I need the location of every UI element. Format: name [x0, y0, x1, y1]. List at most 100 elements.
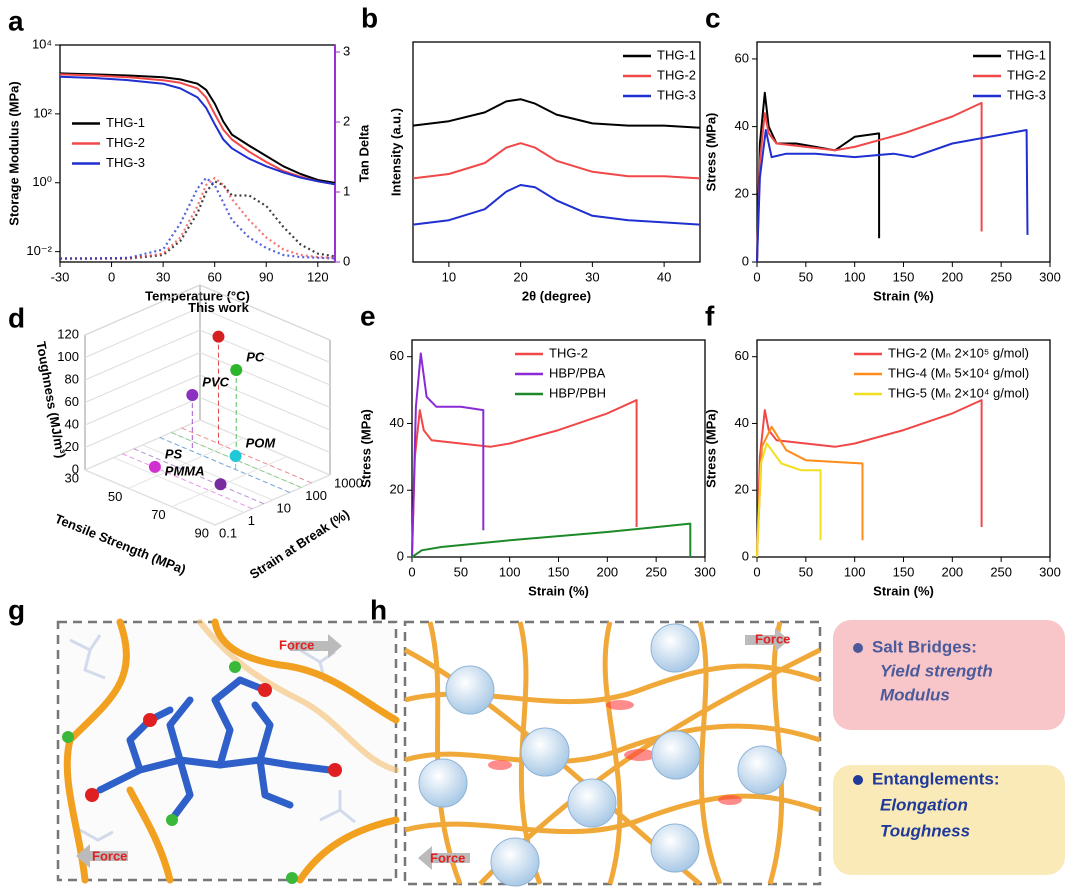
y-axis-title: Stress (MPa) — [703, 409, 718, 488]
legend-label: THG-3 — [106, 155, 145, 170]
box-line: Yield strength — [880, 661, 993, 680]
info-box — [833, 765, 1065, 875]
panel-label: a — [8, 5, 24, 36]
y-axis-title: Storage Modulus (MPa) — [6, 81, 21, 225]
legend-label: THG-2 — [106, 135, 145, 150]
y-tick-label: 1 — [248, 513, 255, 528]
grid-line — [199, 397, 331, 453]
tan-delta-line — [60, 180, 336, 260]
panel-label: b — [361, 2, 378, 33]
x-axis-title: Strain (%) — [528, 583, 589, 598]
tan-delta-line — [60, 176, 336, 260]
legend-label: HBP/PBH — [549, 385, 606, 400]
force-arrow — [76, 844, 128, 868]
y-tick-label: 40 — [735, 118, 749, 133]
x-tick-label: 250 — [990, 269, 1012, 284]
grid-line — [84, 329, 201, 381]
panel-label: h — [370, 594, 387, 625]
y-tick-label: 40 — [735, 415, 749, 430]
x-tick-label: 100 — [499, 564, 521, 579]
y-tick-label: 40 — [390, 415, 404, 430]
box-line: Toughness — [880, 821, 970, 840]
background-molecules — [69, 634, 356, 842]
series-line — [412, 184, 701, 226]
x-axis-title: Tensile Strength (MPa) — [53, 511, 188, 577]
series-line — [411, 399, 638, 558]
z-tick-label: 40 — [65, 416, 79, 431]
x-tick-label: 0 — [408, 564, 415, 579]
panel-label: c — [705, 2, 721, 33]
x-tick-label: 250 — [645, 564, 667, 579]
hbp-spheres — [418, 623, 787, 887]
series-line — [59, 73, 336, 186]
y-tick-label: 0.1 — [219, 525, 237, 540]
series-line — [412, 98, 701, 129]
y-axis-title: Stress (MPa) — [358, 409, 373, 488]
series-line — [411, 522, 692, 558]
y2-tick-label: 2 — [343, 113, 350, 128]
x-tick-label: 50 — [108, 489, 122, 504]
y2-tick-label: 1 — [343, 183, 350, 198]
force-label: Force — [92, 848, 127, 863]
series-line — [756, 442, 822, 558]
y-tick-label: 60 — [735, 348, 749, 363]
x-tick-label: 30 — [156, 269, 170, 284]
h-bonds — [62, 661, 298, 884]
diagram-h: h Force Force Salt Bridges: Yield streng… — [370, 594, 1065, 887]
x-tick-label: 50 — [799, 269, 813, 284]
series-line — [412, 142, 701, 180]
grid-line — [84, 469, 216, 526]
panel-label: f — [705, 300, 715, 331]
point-label: PVC — [202, 374, 229, 389]
legend-label: THG-1 — [106, 115, 145, 130]
box-title: Entanglements: — [872, 769, 1000, 788]
legend-label: THG-1 — [657, 47, 696, 62]
point — [212, 330, 225, 343]
chains — [63, 618, 400, 884]
legend-label: THG-4 (Mₙ 5×10⁴ g/mol) — [888, 365, 1029, 380]
grid-line — [113, 457, 244, 513]
grid-line — [142, 444, 273, 501]
point-label: PS — [165, 446, 183, 461]
x-tick-label: 90 — [259, 269, 273, 284]
x-tick-label: 200 — [596, 564, 618, 579]
z-tick-label: 120 — [57, 326, 79, 341]
x-tick-label: 30 — [585, 269, 599, 284]
y-tick-label: 10⁻² — [26, 243, 52, 258]
y-tick-label: 10² — [33, 105, 52, 120]
panel-label: g — [8, 594, 25, 625]
y-tick-label: 1000 — [334, 475, 363, 490]
point-label: This work — [188, 300, 249, 315]
y-axis-title: Strain at Break (%) — [247, 506, 352, 582]
panel-label: d — [8, 302, 25, 333]
x-tick-label: -30 — [51, 269, 70, 284]
grid-line — [199, 284, 331, 341]
legend-label: THG-5 (Mₙ 2×10⁴ g/mol) — [888, 385, 1029, 400]
grid-line — [84, 374, 201, 426]
legend-label: THG-3 — [657, 87, 696, 102]
grid-line — [199, 307, 331, 363]
x-axis-title: Strain (%) — [873, 288, 934, 303]
point — [186, 388, 199, 401]
point — [230, 364, 243, 376]
x-tick-label: 100 — [844, 564, 866, 579]
series-line — [756, 101, 983, 263]
series-line — [756, 129, 1029, 263]
y-tick-label: 20 — [390, 482, 404, 497]
box-line: Modulus — [880, 685, 950, 704]
x-tick-label: 40 — [657, 269, 671, 284]
x-tick-label: 150 — [548, 564, 570, 579]
z-tick-label: 0 — [72, 461, 79, 476]
x-tick-label: 300 — [1039, 564, 1061, 579]
force-label: Force — [755, 631, 790, 646]
legend-label: THG-2 — [657, 67, 696, 82]
point-label: PC — [246, 349, 265, 364]
x-tick-label: 200 — [941, 564, 963, 579]
x-tick-label: 60 — [207, 269, 221, 284]
x-tick-label: 30 — [65, 470, 79, 485]
point — [229, 450, 242, 463]
z-tick-label: 20 — [65, 439, 79, 454]
x-tick-label: 70 — [151, 507, 165, 522]
x-tick-label: 120 — [307, 269, 329, 284]
